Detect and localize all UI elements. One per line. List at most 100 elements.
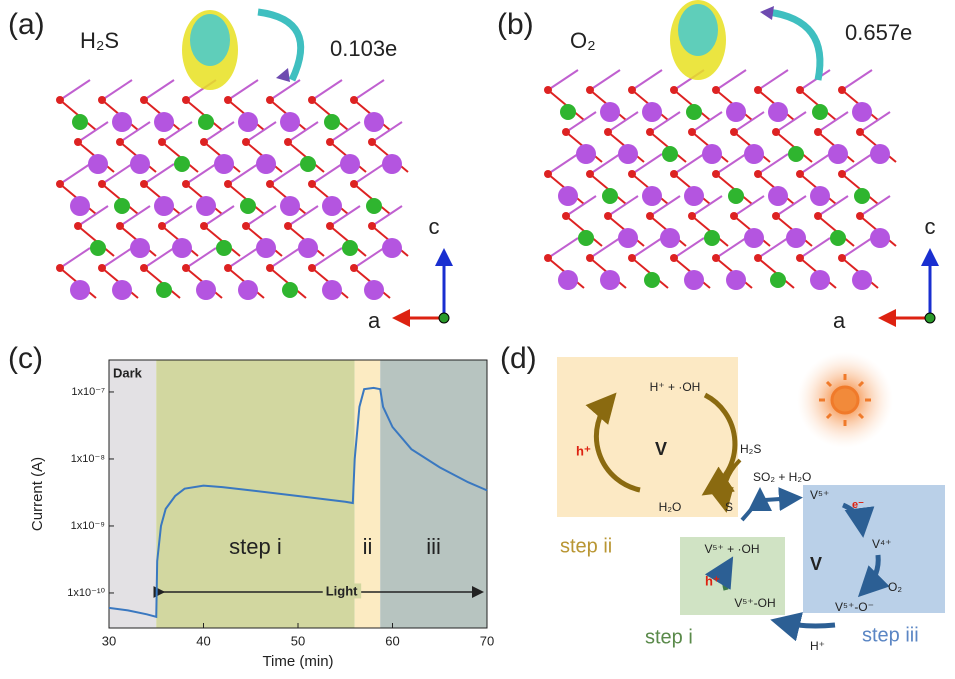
bond	[101, 79, 133, 101]
x-axis-label: Time (min)	[262, 653, 333, 670]
atom	[772, 128, 780, 136]
region-label: step i	[229, 534, 282, 559]
bond	[269, 79, 301, 101]
atom	[140, 264, 148, 272]
axis-origin	[924, 312, 936, 324]
molecule: H₂S	[80, 28, 119, 53]
bond	[119, 121, 151, 143]
atom	[182, 264, 190, 272]
region-label: Dark	[113, 365, 143, 380]
bond	[607, 195, 639, 217]
atom	[586, 86, 594, 94]
atom	[266, 264, 274, 272]
bond	[589, 237, 621, 259]
crystal-structures	[56, 0, 897, 300]
atom	[154, 196, 174, 216]
charge-arrow-head	[760, 6, 774, 20]
bond	[287, 121, 319, 143]
bond	[329, 121, 361, 143]
atom	[602, 188, 618, 204]
atom	[684, 186, 704, 206]
bond	[77, 121, 109, 143]
atom	[224, 180, 232, 188]
bond	[631, 69, 663, 91]
bond	[775, 195, 807, 217]
bond	[757, 69, 789, 91]
atom	[350, 264, 358, 272]
flow-arrow	[764, 487, 803, 512]
atom	[670, 86, 678, 94]
x-tick-label: 50	[291, 633, 305, 648]
atom	[242, 138, 250, 146]
atom	[812, 104, 828, 120]
bond	[227, 247, 259, 269]
atom	[744, 144, 764, 164]
atom	[788, 146, 804, 162]
atom	[856, 212, 864, 220]
y-tick-label: 1x10⁻⁹	[71, 520, 105, 532]
atom	[642, 102, 662, 122]
atom	[628, 86, 636, 94]
atom	[300, 156, 316, 172]
species: H₂O	[659, 500, 682, 514]
atom	[214, 154, 234, 174]
atom	[744, 228, 764, 248]
atom	[112, 112, 132, 132]
atom	[256, 154, 276, 174]
x-tick-label: 70	[480, 633, 494, 648]
bond	[775, 111, 807, 133]
atom	[558, 270, 578, 290]
atom	[558, 186, 578, 206]
bond	[161, 121, 193, 143]
y-tick-label: 1x10⁻¹⁰	[67, 587, 105, 599]
bond	[245, 205, 277, 227]
flow-arrow	[841, 502, 875, 538]
bond	[311, 247, 343, 269]
catalyst: V	[810, 554, 822, 574]
bond	[329, 205, 361, 227]
atom	[308, 180, 316, 188]
atom	[74, 222, 82, 230]
atom	[366, 198, 382, 214]
bond	[631, 153, 663, 175]
atom	[728, 188, 744, 204]
atom	[368, 138, 376, 146]
atom	[662, 146, 678, 162]
atom	[114, 198, 130, 214]
atom	[838, 170, 846, 178]
light-label: Light	[326, 583, 358, 598]
light-label-bg	[322, 583, 362, 599]
atom	[326, 138, 334, 146]
bond	[733, 111, 765, 133]
region	[156, 360, 355, 628]
panel-label: (a)	[8, 8, 45, 41]
bond	[185, 247, 217, 269]
atom	[284, 138, 292, 146]
atom	[266, 180, 274, 188]
atom	[282, 282, 298, 298]
bond	[371, 121, 403, 143]
atom	[604, 212, 612, 220]
atom	[642, 186, 662, 206]
sun	[819, 374, 871, 426]
y-tick-label: 1x10⁻⁸	[71, 453, 105, 465]
species: SO₂ + H₂O	[753, 470, 811, 484]
atom	[810, 186, 830, 206]
atom	[154, 112, 174, 132]
atom	[600, 270, 620, 290]
atom	[786, 228, 806, 248]
bond	[631, 237, 663, 259]
bond	[547, 153, 579, 175]
atom	[72, 114, 88, 130]
bond	[353, 79, 385, 101]
atom	[182, 180, 190, 188]
bond	[143, 79, 175, 101]
step-label: step iii	[862, 624, 919, 646]
atom	[224, 264, 232, 272]
bond	[59, 79, 91, 101]
bond	[841, 237, 873, 259]
atom	[628, 170, 636, 178]
bond	[227, 163, 259, 185]
atom	[216, 240, 232, 256]
bond	[733, 195, 765, 217]
